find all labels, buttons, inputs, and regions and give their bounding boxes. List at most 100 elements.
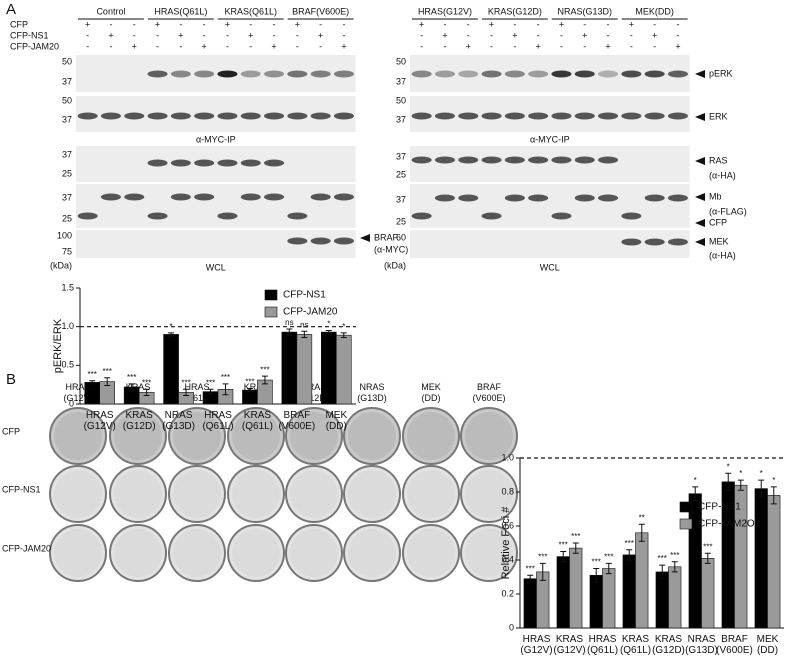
lane-group-label: NRAS(G13D)	[557, 6, 612, 16]
blot-band	[621, 212, 642, 220]
error-bar	[560, 551, 567, 563]
significance-label: ***	[260, 365, 269, 374]
significance-label: *	[727, 462, 730, 471]
legend-swatch	[679, 501, 693, 513]
blot-band	[287, 237, 308, 245]
x-tick-label: NRAS (G13D)	[685, 634, 718, 656]
bar	[569, 547, 583, 629]
lane-sign: -	[273, 30, 276, 40]
marker-label: 25	[396, 216, 406, 226]
significance-label: ***	[625, 539, 634, 548]
lane-sign: -	[86, 41, 89, 51]
blot-band	[458, 70, 479, 78]
lane-sign: +	[225, 19, 230, 29]
plate-inner	[54, 412, 102, 460]
lane-sign: -	[560, 41, 563, 51]
blot-band	[310, 112, 331, 120]
marker-label: 25	[62, 213, 72, 223]
blot-band	[170, 70, 191, 78]
blot-band	[667, 70, 688, 78]
blot-band	[458, 112, 479, 120]
lane-sign: -	[560, 30, 563, 40]
lane-sign: -	[513, 41, 516, 51]
x-tick-label: HRAS (G12V)	[520, 634, 552, 656]
x-tick-label: KRAS (G12D)	[123, 410, 156, 432]
lane-sign: -	[342, 30, 345, 40]
legend-label: CFP-NS1	[283, 290, 326, 301]
bar	[321, 331, 337, 405]
blot-band	[264, 70, 285, 78]
blot-band	[411, 70, 432, 78]
lane-sign: -	[296, 41, 299, 51]
plate-inner	[290, 470, 338, 518]
significance-label: *	[772, 476, 775, 485]
significance-label: ***	[206, 378, 215, 387]
blot-band	[333, 237, 354, 245]
blot-strip	[410, 230, 690, 258]
blot-band	[194, 159, 215, 167]
side-label: CFP	[709, 217, 727, 227]
blot-band	[287, 212, 308, 220]
side-label: BRAF	[374, 232, 399, 242]
significance-label: *	[760, 469, 763, 478]
error-bar	[89, 380, 96, 385]
lane-sign: +	[629, 19, 634, 29]
lane-sign: -	[583, 19, 586, 29]
significance-label: ***	[88, 370, 97, 379]
lane-sign: -	[653, 41, 656, 51]
blot-band	[504, 156, 525, 164]
blot-band	[458, 156, 479, 164]
arrowhead	[695, 70, 705, 78]
lane-sign: -	[109, 19, 112, 29]
blot-band	[621, 112, 642, 120]
error-bar	[572, 542, 579, 554]
blot-strip	[76, 55, 356, 92]
bar	[668, 566, 682, 629]
lane-sign: +	[512, 30, 517, 40]
significance-label: *	[327, 320, 330, 329]
plate-column-label: MEK (DD)	[421, 382, 441, 403]
x-tick-label: KRAS (G12V)	[553, 634, 585, 656]
plate-inner	[465, 412, 513, 460]
lane-group-label: KRAS(G12D)	[488, 6, 542, 16]
bar	[281, 331, 298, 405]
blot-caption: WCL	[540, 262, 560, 272]
lane-sign: +	[108, 30, 113, 40]
blot-band	[217, 70, 238, 78]
lane-group-label: Control	[96, 6, 125, 16]
plate-inner	[54, 470, 102, 518]
y-tick-label: 1.5	[61, 282, 74, 292]
plate-column-label: HRAS (Q61L)	[183, 382, 211, 403]
plate-inner	[348, 529, 396, 577]
y-tick-label: 0.5	[61, 360, 74, 370]
blot-band	[170, 193, 191, 201]
error-bar	[143, 388, 150, 396]
blot-band	[333, 112, 354, 120]
blot-caption: α-MYC-IP	[196, 134, 236, 144]
legend-label: CFP-JAM2O	[698, 519, 755, 530]
blot-band	[147, 212, 168, 220]
row-label: CFP	[10, 19, 28, 29]
blot-band	[667, 238, 688, 246]
legend-label: CFP-JAM20	[283, 307, 338, 318]
blot-band	[77, 212, 98, 220]
x-tick-label: NRAS (G13D)	[162, 410, 195, 432]
blot-band	[574, 194, 595, 202]
bar	[602, 568, 616, 629]
lane-sign: -	[156, 41, 159, 51]
blot-strip	[76, 146, 356, 182]
blot-band	[644, 70, 665, 78]
lane-sign: +	[178, 30, 183, 40]
lane-sign: -	[583, 41, 586, 51]
marker-label: 37	[396, 76, 406, 86]
lane-sign: +	[155, 19, 160, 29]
plate-inner	[465, 470, 513, 518]
bar	[84, 382, 101, 405]
lane-sign: +	[271, 41, 276, 51]
plate-column-label: NRAS (G13D)	[357, 382, 387, 403]
error-bar	[593, 568, 600, 583]
blot-band	[551, 70, 572, 78]
marker-label: 37	[396, 114, 406, 124]
marker-label: 50	[396, 56, 406, 66]
legend-swatch	[264, 289, 278, 301]
